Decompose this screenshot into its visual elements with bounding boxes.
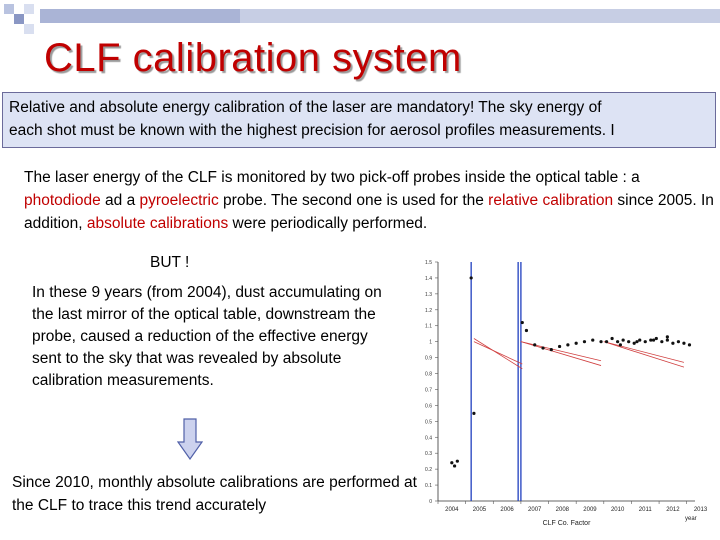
data-point (665, 335, 669, 339)
but-heading: BUT ! (150, 254, 190, 271)
x-tick-label: 2006 (500, 507, 514, 513)
data-point (472, 411, 476, 415)
data-point (610, 336, 614, 341)
plot-marks (450, 262, 692, 501)
data-point (671, 341, 675, 345)
data-point (533, 343, 537, 347)
x-tick-label: 2008 (556, 507, 570, 513)
x-tick-label: 2013 (694, 507, 708, 513)
y-tick-label: 1.5 (425, 260, 432, 266)
data-point (635, 340, 639, 344)
data-point (549, 348, 553, 352)
banner-line-2: each shot must be known with the highest… (9, 122, 615, 139)
x-tick-label: 2005 (473, 507, 487, 513)
absolute-calibrations-term: absolute calibrations (86, 215, 229, 232)
data-point (627, 340, 631, 344)
dust-paragraph: In these 9 years (from 2004), dust accum… (32, 284, 382, 389)
data-point (599, 340, 603, 344)
y-tick-label: 0.9 (425, 356, 432, 362)
info-banner: Relative and absolute energy calibration… (2, 92, 716, 148)
y-tick-label: 0.3 (425, 451, 432, 457)
trend-line (603, 341, 685, 368)
data-point (557, 344, 562, 349)
data-point (654, 336, 658, 341)
relative-calibration-term: relative calibration (488, 192, 614, 209)
monitoring-paragraph: The laser energy of the CLF is monitored… (24, 166, 714, 235)
data-point (682, 341, 686, 345)
photodiode-term: photodiode (24, 192, 101, 209)
x-tick-label: 2010 (611, 507, 625, 513)
y-tick-label: 0.7 (425, 387, 432, 393)
data-point (616, 340, 620, 344)
data-point (687, 343, 692, 347)
para1-text-5: were periodically performed. (228, 215, 428, 232)
x-axis-unit: year (685, 516, 697, 522)
data-point (621, 338, 625, 342)
calibration-scatter-plot: 1.5 1.4 1.3 1.2 1.1 1 0.9 0.8 0.7 0.6 0.5 0.4 0.3 0.2… (425, 260, 708, 527)
x-axis-label: CLF Co. Factor (543, 520, 592, 527)
data-point (574, 341, 578, 345)
data-point (649, 338, 653, 342)
x-tick-label: 2011 (639, 507, 653, 513)
x-tick-label: 2012 (666, 507, 680, 513)
data-point (651, 338, 656, 342)
y-tick-label: 0.8 (425, 372, 432, 378)
data-point (591, 338, 595, 342)
slide-title: CLF calibration system (44, 36, 462, 80)
y-tick-label: 1.4 (425, 276, 432, 282)
data-point (566, 343, 570, 347)
data-point (643, 340, 647, 344)
para1-text-4: since 2005. In addition, (24, 192, 714, 232)
data-point (676, 340, 681, 344)
monthly-calibration-paragraph: Since 2010, monthly absolute calibration… (12, 474, 417, 514)
data-point (524, 328, 529, 333)
data-point (541, 346, 545, 350)
para1-text-2: ad a (100, 192, 140, 209)
data-point (632, 341, 636, 345)
plot-axes: 1.5 1.4 1.3 1.2 1.1 1 0.9 0.8 0.7 0.6 0.5 0.4 0.3 0.2… (425, 260, 708, 527)
trend-line (603, 341, 685, 363)
y-tick-label: 1.1 (425, 324, 432, 330)
pyroelectric-term: pyroelectric (139, 192, 219, 209)
data-point (452, 464, 457, 468)
trend-line (520, 341, 602, 362)
data-point (450, 461, 454, 465)
data-point (660, 340, 664, 344)
down-arrow-icon (177, 418, 203, 460)
data-point (520, 320, 524, 325)
data-point (582, 340, 587, 344)
data-point (665, 338, 669, 342)
trend-line (473, 341, 523, 365)
y-tick-label: 0.2 (425, 467, 432, 473)
y-tick-label: 0.5 (425, 419, 432, 425)
trend-line (520, 341, 602, 366)
corner-decoration (4, 4, 720, 34)
data-point (618, 343, 622, 347)
data-point (469, 276, 473, 280)
x-tick-label: 2009 (583, 507, 597, 513)
data-point (604, 340, 609, 344)
para1-text-3: probe. The second one is used for the (218, 192, 489, 209)
trend-line (473, 338, 523, 370)
y-tick-label: 1 (429, 340, 432, 346)
y-tick-label: 0.1 (425, 483, 432, 489)
x-tick-label: 2004 (445, 507, 459, 513)
x-tick-label: 2007 (528, 507, 542, 513)
y-tick-label: 0.6 (425, 403, 432, 409)
y-tick-label: 1.2 (425, 308, 432, 314)
banner-line-1: Relative and absolute energy calibration… (9, 99, 602, 116)
para1-text-1: The laser energy of the CLF is monitored… (24, 169, 640, 186)
y-tick-label: 0 (429, 499, 432, 505)
y-tick-label: 0.4 (425, 435, 432, 441)
data-point (455, 459, 459, 463)
data-point (638, 338, 642, 342)
y-tick-label: 1.3 (425, 292, 432, 298)
